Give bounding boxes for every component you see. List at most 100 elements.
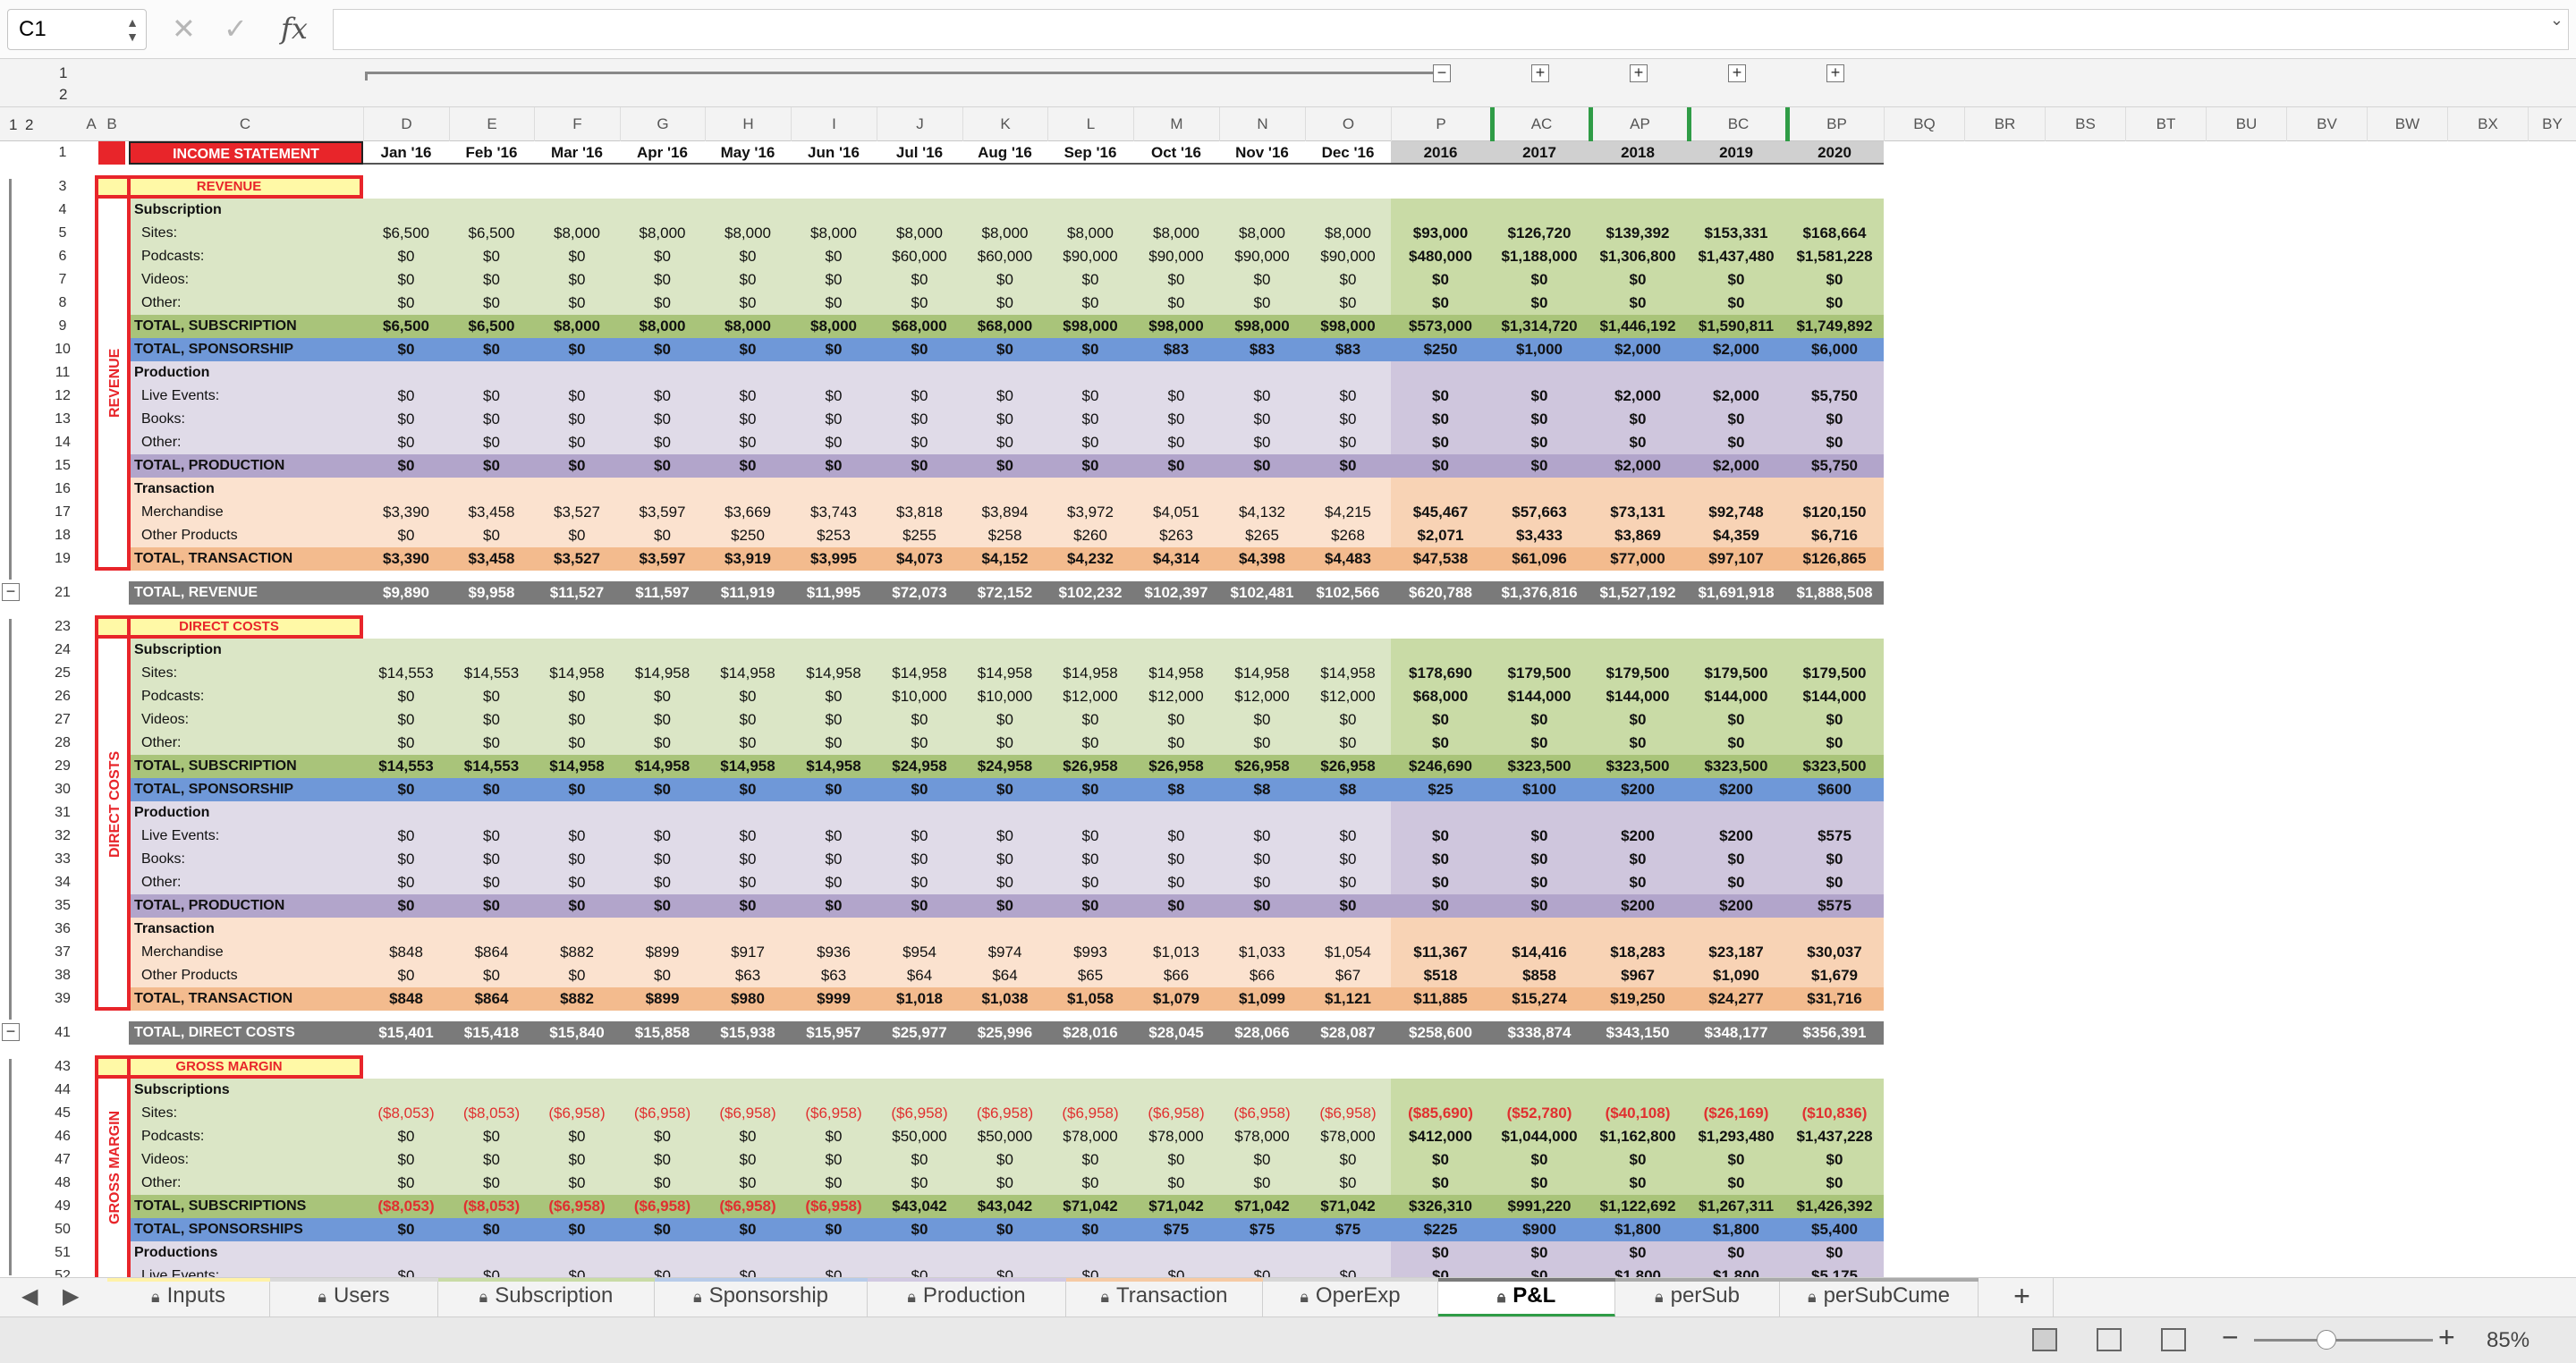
- cell[interactable]: $83: [1305, 338, 1391, 361]
- cell[interactable]: $0: [962, 825, 1047, 848]
- cell[interactable]: $14,553: [449, 755, 534, 778]
- row-label[interactable]: Books:: [129, 848, 363, 871]
- row-number[interactable]: 25: [55, 665, 71, 681]
- cell[interactable]: $0: [1047, 292, 1133, 315]
- cell[interactable]: [1785, 639, 1884, 662]
- cell[interactable]: $0: [1490, 1172, 1589, 1195]
- cell[interactable]: [620, 801, 705, 825]
- cell[interactable]: [1391, 361, 1490, 385]
- cell[interactable]: $0: [363, 778, 449, 801]
- col-expand-button-bc[interactable]: +: [1728, 64, 1746, 82]
- cell[interactable]: $11,527: [534, 581, 620, 605]
- expand-formula-icon[interactable]: ⌄: [2549, 11, 2563, 29]
- cell[interactable]: $0: [1047, 1172, 1133, 1195]
- cell[interactable]: [1133, 639, 1219, 662]
- cell[interactable]: $0: [534, 1125, 620, 1148]
- cell[interactable]: $0: [534, 454, 620, 478]
- cell[interactable]: $0: [1391, 454, 1490, 478]
- name-box-dropdown-icon[interactable]: ▲ ▼: [126, 15, 139, 44]
- cell[interactable]: [620, 478, 705, 501]
- cell[interactable]: $0: [877, 1265, 962, 1277]
- cell[interactable]: $0: [1133, 454, 1219, 478]
- sheet-grid[interactable]: 1 INCOME STATEMENT Jan '16 Feb '16 Mar '16 Ap…: [0, 141, 2576, 1277]
- cell[interactable]: $11,597: [620, 581, 705, 605]
- row-number[interactable]: 46: [55, 1129, 71, 1144]
- page-layout-view-icon[interactable]: [2097, 1328, 2122, 1351]
- cell[interactable]: ($40,108): [1589, 1102, 1687, 1125]
- cell[interactable]: $0: [1133, 385, 1219, 408]
- cell[interactable]: $0: [705, 1265, 791, 1277]
- cell[interactable]: [705, 478, 791, 501]
- row-label[interactable]: Sites:: [129, 662, 363, 685]
- cell[interactable]: $0: [962, 871, 1047, 894]
- row-collapse-button[interactable]: −: [2, 1023, 20, 1041]
- row-number[interactable]: 18: [55, 528, 71, 543]
- row-number[interactable]: 3: [58, 179, 67, 194]
- cell[interactable]: $0: [534, 685, 620, 708]
- cell[interactable]: $1,800: [1687, 1265, 1785, 1277]
- cell[interactable]: $0: [705, 1172, 791, 1195]
- cell[interactable]: $0: [449, 778, 534, 801]
- cell[interactable]: [1133, 801, 1219, 825]
- cell[interactable]: $0: [534, 732, 620, 755]
- cell[interactable]: $14,958: [791, 755, 877, 778]
- cell[interactable]: $60,000: [962, 245, 1047, 268]
- cell[interactable]: [1133, 199, 1219, 222]
- cell[interactable]: $0: [1219, 1148, 1305, 1172]
- cell[interactable]: $0: [1305, 454, 1391, 478]
- row-number[interactable]: 35: [55, 898, 71, 913]
- cell[interactable]: $0: [1785, 1148, 1884, 1172]
- cell[interactable]: $0: [534, 964, 620, 987]
- cell[interactable]: $24,958: [962, 755, 1047, 778]
- cell[interactable]: $8,000: [1219, 222, 1305, 245]
- cell[interactable]: $0: [1305, 708, 1391, 732]
- cell[interactable]: $0: [962, 708, 1047, 732]
- zoom-out-icon[interactable]: −: [2222, 1321, 2239, 1353]
- cell[interactable]: $0: [1785, 848, 1884, 871]
- cell[interactable]: $6,500: [449, 222, 534, 245]
- row-label[interactable]: Other:: [129, 292, 363, 315]
- cell[interactable]: $66: [1133, 964, 1219, 987]
- cell[interactable]: $0: [705, 268, 791, 292]
- cell[interactable]: ($6,958): [1305, 1102, 1391, 1125]
- cell[interactable]: $120,150: [1785, 501, 1884, 524]
- cell[interactable]: $0: [791, 732, 877, 755]
- cell[interactable]: $0: [1219, 732, 1305, 755]
- cell[interactable]: $0: [1047, 454, 1133, 478]
- cell[interactable]: $0: [449, 871, 534, 894]
- cell[interactable]: $0: [705, 431, 791, 454]
- row-label[interactable]: Podcasts:: [129, 685, 363, 708]
- cell[interactable]: $1,800: [1589, 1265, 1687, 1277]
- cell[interactable]: $0: [1391, 848, 1490, 871]
- cell[interactable]: ($52,780): [1490, 1102, 1589, 1125]
- cell[interactable]: $0: [1589, 708, 1687, 732]
- cell[interactable]: $0: [363, 292, 449, 315]
- cell[interactable]: [1047, 801, 1133, 825]
- cell[interactable]: [363, 199, 449, 222]
- function-icon[interactable]: fx: [281, 12, 308, 46]
- cell[interactable]: $0: [1687, 848, 1785, 871]
- cell[interactable]: $18,283: [1589, 941, 1687, 964]
- formula-input[interactable]: [333, 9, 2569, 50]
- cell[interactable]: $1,581,228: [1785, 245, 1884, 268]
- cell[interactable]: $0: [1047, 338, 1133, 361]
- cell[interactable]: $323,500: [1490, 755, 1589, 778]
- tab-subscription[interactable]: 🔒︎ Subscription: [438, 1278, 655, 1317]
- cell[interactable]: ($6,958): [1047, 1102, 1133, 1125]
- cell[interactable]: $0: [1391, 1172, 1490, 1195]
- row-number[interactable]: 44: [55, 1082, 71, 1097]
- cell[interactable]: $26,958: [1133, 755, 1219, 778]
- enter-icon[interactable]: ✓: [224, 13, 248, 45]
- cell[interactable]: $71,042: [1305, 1195, 1391, 1218]
- row-number[interactable]: 26: [55, 689, 71, 704]
- cell[interactable]: $200: [1589, 894, 1687, 918]
- cell[interactable]: $3,972: [1047, 501, 1133, 524]
- row-number[interactable]: 37: [55, 944, 71, 960]
- cell[interactable]: $83: [1133, 338, 1219, 361]
- row-label[interactable]: Subscription: [129, 639, 363, 662]
- cell[interactable]: [363, 1079, 449, 1102]
- cell[interactable]: $0: [363, 431, 449, 454]
- title-cell[interactable]: INCOME STATEMENT: [129, 141, 363, 165]
- col-header-d[interactable]: D: [363, 107, 449, 141]
- cell[interactable]: $0: [620, 385, 705, 408]
